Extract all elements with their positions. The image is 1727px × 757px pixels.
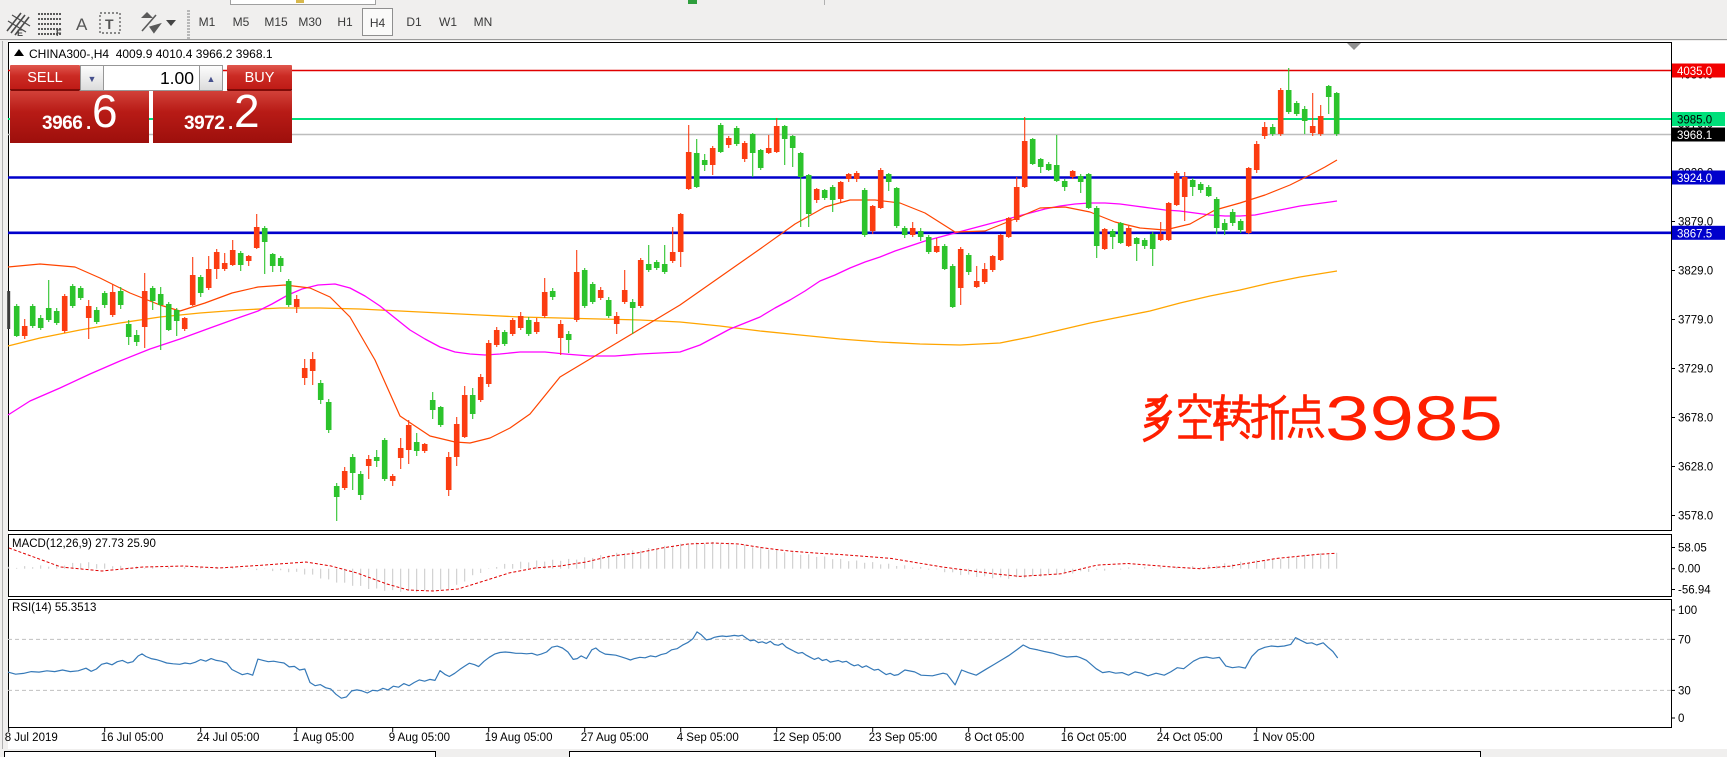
svg-text:3628.0: 3628.0 — [1678, 462, 1713, 474]
svg-text:3924.0: 3924.0 — [1677, 173, 1712, 185]
svg-text:3678.0: 3678.0 — [1678, 413, 1713, 425]
svg-text:1 Nov 05:00: 1 Nov 05:00 — [1253, 732, 1315, 744]
svg-text:8 Jul 2019: 8 Jul 2019 — [5, 732, 58, 744]
svg-text:24 Jul 05:00: 24 Jul 05:00 — [197, 732, 260, 744]
svg-text:8 Oct 05:00: 8 Oct 05:00 — [965, 732, 1024, 744]
svg-text:27 Aug 05:00: 27 Aug 05:00 — [581, 732, 649, 744]
svg-text:24 Oct 05:00: 24 Oct 05:00 — [1157, 732, 1223, 744]
svg-text:3879.0: 3879.0 — [1678, 217, 1713, 229]
svg-text:A: A — [76, 15, 88, 34]
svg-text:CHINA300-,H4 4009.9 4010.4 39: CHINA300-,H4 4009.9 4010.4 3966.2 3968.1 — [29, 47, 273, 61]
svg-text:3985: 3985 — [1325, 384, 1503, 454]
svg-text:F: F — [56, 28, 62, 38]
svg-text:E: E — [17, 28, 23, 38]
svg-text:58.05: 58.05 — [1678, 543, 1707, 555]
svg-text:19 Aug 05:00: 19 Aug 05:00 — [485, 732, 553, 744]
svg-text:23 Sep 05:00: 23 Sep 05:00 — [869, 732, 937, 744]
svg-text:70: 70 — [1678, 634, 1691, 646]
svg-text:MACD(12,26,9) 27.73 25.90: MACD(12,26,9) 27.73 25.90 — [12, 538, 156, 550]
svg-text:4 Sep 05:00: 4 Sep 05:00 — [677, 732, 739, 744]
svg-text:9 Aug 05:00: 9 Aug 05:00 — [389, 732, 450, 744]
svg-text:0.00: 0.00 — [1678, 564, 1700, 576]
svg-text:RSI(14) 55.3513: RSI(14) 55.3513 — [12, 602, 96, 614]
svg-text:T: T — [105, 16, 114, 32]
svg-text:1 Aug 05:00: 1 Aug 05:00 — [293, 732, 354, 744]
svg-text:3779.0: 3779.0 — [1678, 315, 1713, 327]
svg-text:3829.0: 3829.0 — [1678, 266, 1713, 278]
svg-text:30: 30 — [1678, 685, 1691, 697]
svg-text:3867.5: 3867.5 — [1677, 228, 1712, 240]
svg-text:3578.0: 3578.0 — [1678, 511, 1713, 523]
svg-text:3968.1: 3968.1 — [1677, 130, 1712, 142]
svg-text:4035.0: 4035.0 — [1677, 66, 1712, 78]
svg-text:3729.0: 3729.0 — [1678, 364, 1713, 376]
svg-text:16 Jul 05:00: 16 Jul 05:00 — [101, 732, 164, 744]
svg-text:-56.94: -56.94 — [1678, 585, 1711, 597]
svg-text:12 Sep 05:00: 12 Sep 05:00 — [773, 732, 841, 744]
svg-text:16 Oct 05:00: 16 Oct 05:00 — [1061, 732, 1127, 744]
svg-text:0: 0 — [1678, 713, 1684, 725]
svg-text:3985.0: 3985.0 — [1677, 115, 1712, 127]
svg-text:100: 100 — [1678, 605, 1697, 617]
